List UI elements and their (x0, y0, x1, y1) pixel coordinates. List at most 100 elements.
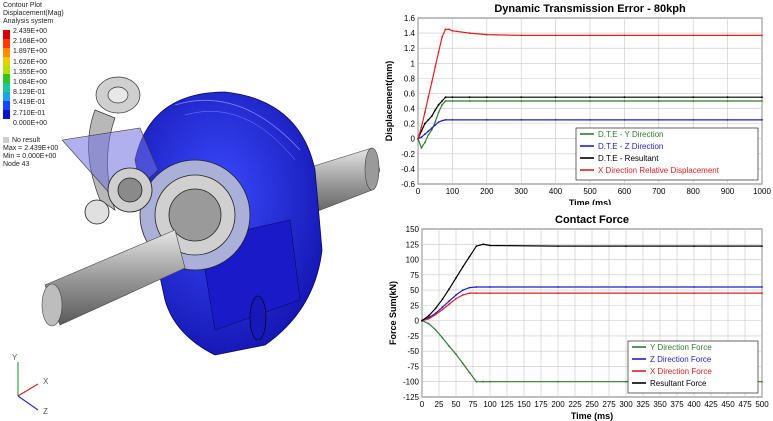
data-point (434, 307, 437, 310)
shaft-left (41, 229, 186, 327)
contour-color-bar (3, 30, 10, 119)
legend-entry: D.T.E - Y Direction (598, 130, 664, 139)
x-tick-label: 325 (636, 400, 650, 409)
x-axis-label: Time (ms) (571, 411, 613, 421)
data-point (520, 119, 523, 121)
data-point (485, 33, 488, 36)
y-tick-label: -100 (403, 378, 420, 387)
y-tick-label: 1.6 (404, 14, 416, 23)
data-point (461, 266, 464, 268)
x-tick-label: 0 (416, 187, 421, 196)
x-tick-label: 0 (420, 400, 425, 409)
data-point (692, 34, 695, 37)
contour-system: Analysis system (3, 18, 54, 25)
data-point (589, 34, 591, 37)
data-point (444, 100, 447, 102)
data-point (421, 319, 423, 322)
data-point (761, 292, 763, 294)
data-point (657, 119, 660, 121)
max-label: Max = 2.439E+00 (3, 145, 59, 152)
y-tick-label: 100 (406, 256, 420, 265)
legend-entry: X Direction Force (650, 367, 712, 376)
data-point (455, 294, 457, 296)
y-tick-label: 0.4 (404, 105, 416, 114)
contour-swatch (3, 92, 10, 102)
series-line (421, 292, 762, 322)
data-point (657, 34, 660, 37)
data-point (448, 303, 451, 305)
contour-level-value: 2.710E-01 (13, 109, 46, 117)
x-tick-label: 150 (517, 400, 531, 409)
data-point (427, 314, 430, 317)
contour-swatch (3, 56, 10, 66)
data-point (451, 96, 454, 99)
no-result-label: No result (3, 137, 58, 145)
data-point (420, 126, 423, 129)
x-tick-label: 175 (534, 400, 548, 409)
data-point (455, 277, 457, 279)
data-point (520, 100, 523, 102)
data-point (557, 380, 559, 383)
data-point (441, 306, 444, 309)
data-point (441, 36, 443, 38)
y-tick-label: 0 (415, 317, 420, 326)
node-label: Node 43 (3, 161, 30, 168)
chart-title: Dynamic Transmission Error - 80kph (494, 3, 686, 15)
x-tick-label: 300 (619, 400, 633, 409)
data-point (475, 292, 478, 294)
legend-entry: D.T.E - Z Direction (598, 142, 663, 151)
data-point (520, 34, 523, 37)
data-point (693, 286, 695, 288)
legend-entry: X Direction Relative Displacement (598, 166, 720, 175)
contour-level-value: 1.626E+00 (13, 58, 48, 66)
data-point (475, 286, 478, 288)
data-point (623, 96, 626, 99)
data-point (455, 297, 457, 300)
data-point (424, 122, 426, 125)
data-point (437, 103, 440, 106)
data-point (468, 32, 471, 34)
y-axis-label: Displacement(mm) (384, 61, 394, 142)
data-point (761, 100, 763, 102)
no-result-swatch (3, 137, 9, 144)
x-tick-label: 300 (515, 187, 529, 196)
legend-box (627, 340, 759, 394)
contour-swatch (3, 30, 10, 39)
data-point (468, 286, 471, 289)
y-tick-label: 0.6 (404, 89, 416, 98)
y-tick-label: -25 (407, 332, 419, 341)
data-point (441, 119, 443, 122)
data-point (417, 137, 419, 140)
model-viewport[interactable]: Contour Plot Displacement(Mag) Analysis … (0, 0, 380, 421)
triad-z-label: Z (43, 407, 48, 416)
x-tick-label: 125 (500, 400, 514, 409)
data-point (489, 380, 491, 383)
y-tick-label: 0.8 (404, 74, 416, 83)
x-tick-label: 400 (549, 187, 563, 196)
data-point (557, 245, 559, 247)
contour-level-value: 2.168E+00 (13, 38, 48, 46)
y-tick-label: -0.4 (401, 165, 415, 174)
contour-result-type: Displacement(Mag) (3, 10, 64, 17)
data-point (430, 115, 433, 117)
data-point (482, 380, 485, 383)
gearbox-model[interactable] (0, 0, 380, 421)
x-tick-label: 225 (568, 400, 582, 409)
y-tick-label: 50 (410, 286, 419, 295)
contour-title: Contour Plot (3, 2, 42, 9)
data-point (430, 81, 433, 83)
data-point (441, 336, 444, 339)
data-point (761, 119, 763, 121)
data-point (451, 29, 454, 32)
x-tick-label: 450 (721, 400, 735, 409)
data-point (557, 292, 559, 294)
legend-entry: Y Direction Force (650, 343, 712, 352)
x-tick-label: 250 (585, 400, 599, 409)
y-tick-label: -125 (403, 393, 420, 402)
data-point (482, 243, 485, 246)
data-point (761, 245, 763, 247)
data-point (485, 96, 488, 99)
data-point (589, 119, 591, 121)
data-point (623, 34, 626, 37)
